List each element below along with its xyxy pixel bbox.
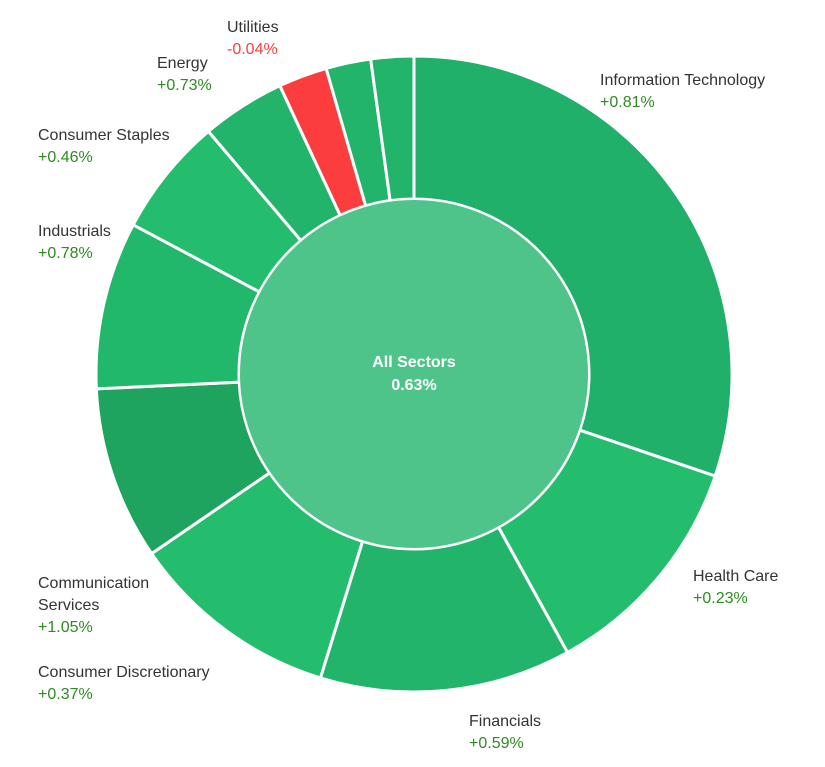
label-financials: Financials (469, 713, 541, 730)
label-consumer-staples: Consumer Staples (38, 127, 170, 144)
all-sectors-center[interactable] (238, 198, 590, 550)
label-communication-services-line2: Services (38, 597, 99, 614)
value-financials: +0.59% (469, 735, 524, 752)
label-energy: Energy (157, 55, 208, 72)
center-label: All Sectors (372, 354, 456, 371)
value-communication-services: +1.05% (38, 619, 93, 636)
value-energy: +0.73% (157, 77, 212, 94)
value-information-technology: +0.81% (600, 94, 655, 111)
center-value: 0.63% (391, 377, 436, 394)
value-industrials: +0.78% (38, 245, 93, 262)
label-utilities: Utilities (227, 19, 279, 36)
sector-slices (94, 54, 734, 694)
value-consumer-staples: +0.46% (38, 149, 93, 166)
label-industrials: Industrials (38, 223, 111, 240)
value-consumer-discretionary: +0.37% (38, 686, 93, 703)
label-consumer-discretionary: Consumer Discretionary (38, 664, 210, 681)
label-communication-services-line1: Communication (38, 575, 149, 592)
label-health-care: Health Care (693, 568, 778, 585)
sector-labels: Information Technology +0.81% Health Care +… (38, 19, 778, 752)
value-health-care: +0.23% (693, 590, 748, 607)
value-utilities: -0.04% (227, 41, 278, 58)
label-information-technology: Information Technology (600, 72, 765, 89)
